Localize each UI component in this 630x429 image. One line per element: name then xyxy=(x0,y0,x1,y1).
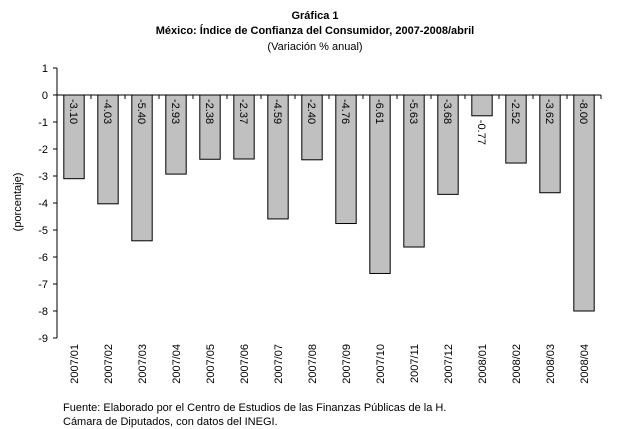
value-label: -2.52 xyxy=(509,99,521,124)
y-tick-label: -1 xyxy=(38,117,48,129)
x-tick-label: 2008/02 xyxy=(511,344,523,384)
value-label: -0.77 xyxy=(475,120,487,145)
x-tick-label: 2007/08 xyxy=(307,344,319,384)
x-tick-label: 2007/04 xyxy=(171,344,183,384)
value-label: -5.63 xyxy=(407,99,419,124)
chart-title: Gráfica 1 xyxy=(291,10,338,22)
y-tick-label: 1 xyxy=(42,63,48,75)
value-label: -2.38 xyxy=(203,99,215,124)
x-tick-label: 2007/03 xyxy=(137,344,149,384)
value-label: -6.61 xyxy=(373,99,385,124)
x-tick-label: 2007/09 xyxy=(341,344,353,384)
x-tick-label: 2007/12 xyxy=(443,344,455,384)
x-tick-label: 2008/04 xyxy=(579,344,591,384)
y-tick-label: -8 xyxy=(38,306,48,318)
value-label: -4.59 xyxy=(271,99,283,124)
x-tick-label: 2007/10 xyxy=(375,344,387,384)
value-label: -3.68 xyxy=(441,99,453,124)
x-tick-label: 2007/06 xyxy=(239,344,251,384)
value-label: -5.40 xyxy=(135,99,147,124)
x-tick-label: 2008/01 xyxy=(477,344,489,384)
source-note: Fuente: Elaborado por el Centro de Estud… xyxy=(63,402,446,414)
value-label: -2.37 xyxy=(237,99,249,124)
x-tick-label: 2007/07 xyxy=(273,344,285,384)
x-tick-label: 2007/02 xyxy=(103,344,115,384)
y-axis-label: (porcentaje) xyxy=(12,173,24,232)
chart-subtitle: (Variación % anual) xyxy=(267,41,362,53)
value-label: -4.03 xyxy=(101,99,113,124)
value-label: -8.00 xyxy=(577,99,589,124)
x-tick-label: 2007/05 xyxy=(205,344,217,384)
bar xyxy=(471,94,493,117)
y-tick-label: -3 xyxy=(38,171,48,183)
y-tick-label: -5 xyxy=(38,225,48,237)
y-tick-label: -7 xyxy=(38,279,48,291)
y-tick-label: -4 xyxy=(38,198,48,210)
value-label: -4.76 xyxy=(339,99,351,124)
source-note: Cámara de Diputados, con datos del INEGI… xyxy=(63,416,278,428)
y-tick-label: -2 xyxy=(38,144,48,156)
bar xyxy=(573,94,595,312)
y-tick-label: 0 xyxy=(42,90,48,102)
value-label: -2.93 xyxy=(169,99,181,124)
chart-subtitle: México: Índice de Confianza del Consumid… xyxy=(156,24,474,37)
value-label: -3.10 xyxy=(67,99,79,124)
y-tick-label: -9 xyxy=(38,333,48,345)
x-tick-label: 2007/01 xyxy=(69,344,81,384)
value-label: -2.40 xyxy=(305,99,317,124)
y-tick-label: -6 xyxy=(38,252,48,264)
x-tick-label: 2008/03 xyxy=(545,344,557,384)
value-label: -3.62 xyxy=(543,99,555,124)
x-tick-label: 2007/11 xyxy=(409,344,421,383)
